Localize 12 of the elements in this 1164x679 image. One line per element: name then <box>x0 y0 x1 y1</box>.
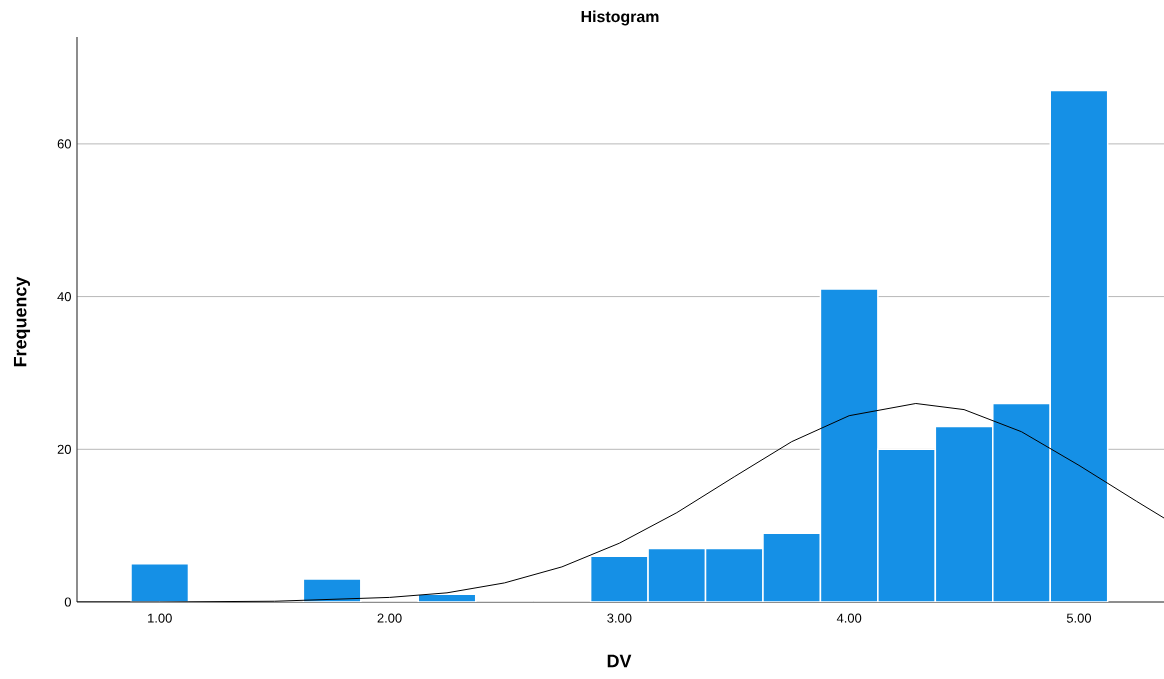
x-tick-label: 1.00 <box>148 613 172 623</box>
y-tick-label: 0 <box>64 597 71 607</box>
y-axis-title: Frequency <box>13 276 31 367</box>
y-tick-label: 40 <box>57 292 71 302</box>
x-tick-label: 2.00 <box>377 613 402 623</box>
x-tick-label: 5.00 <box>1066 613 1092 623</box>
x-axis-title: DV <box>607 654 632 668</box>
chart-title: Histogram <box>581 10 659 26</box>
y-tick-label: 20 <box>57 444 71 454</box>
x-tick-label: 4.00 <box>836 613 862 623</box>
y-tick-label: 60 <box>57 139 71 149</box>
x-tick-label: 3.00 <box>607 613 632 623</box>
